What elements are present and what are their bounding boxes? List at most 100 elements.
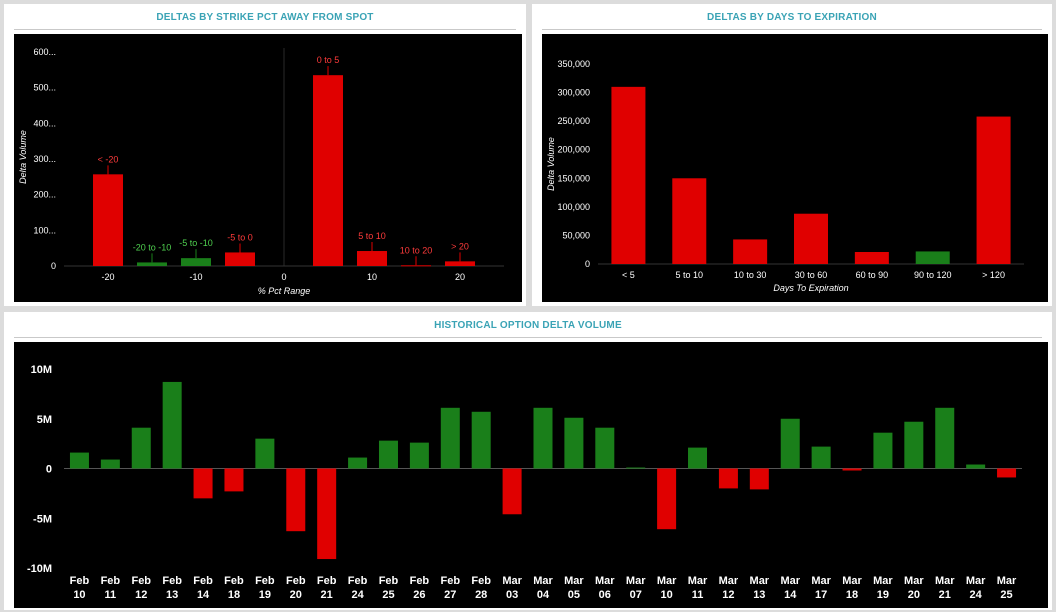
bar bbox=[873, 432, 893, 469]
bar bbox=[564, 417, 584, 469]
y-tick-label: 350,000 bbox=[557, 59, 590, 69]
x-tick-label-day: 03 bbox=[506, 589, 518, 601]
x-tick-label-month: Feb bbox=[70, 575, 90, 587]
bar bbox=[100, 459, 120, 469]
x-tick-label-month: Feb bbox=[471, 575, 491, 587]
expiry-chart-area: 0 50,000 100,000 150,000 200,000 250,000 300,0… bbox=[542, 34, 1048, 302]
y-tick-label: 150,000 bbox=[557, 173, 590, 183]
x-tick-label-month: Feb bbox=[348, 575, 368, 587]
bar bbox=[915, 251, 950, 264]
bar bbox=[93, 174, 123, 266]
bar bbox=[672, 178, 707, 264]
data-label: 0 to 5 bbox=[317, 55, 340, 65]
x-tick-label-month: Mar bbox=[966, 575, 986, 587]
bar bbox=[162, 381, 182, 469]
y-tick-label: -5M bbox=[33, 513, 52, 525]
x-tick-label-month: Mar bbox=[657, 575, 677, 587]
bar bbox=[854, 252, 889, 264]
bar bbox=[718, 468, 738, 489]
x-tick-label-month: Mar bbox=[502, 575, 522, 587]
bar bbox=[733, 239, 768, 264]
x-tick-label-month: Feb bbox=[224, 575, 244, 587]
x-tick-label-day: 13 bbox=[166, 589, 178, 601]
expiry-chart-title: DELTAS BY DAYS TO EXPIRATION bbox=[707, 12, 877, 23]
x-tick-label-month: Mar bbox=[935, 575, 955, 587]
x-tick-label: 60 to 90 bbox=[856, 270, 889, 280]
y-tick-label: 400... bbox=[33, 118, 56, 128]
bar bbox=[471, 411, 491, 469]
bar bbox=[445, 261, 475, 266]
y-axis-label: Delta Volume bbox=[546, 137, 556, 191]
x-tick-label-day: 18 bbox=[228, 589, 240, 601]
x-tick-label-day: 12 bbox=[722, 589, 734, 601]
bar bbox=[904, 421, 924, 469]
bar bbox=[688, 447, 708, 469]
x-tick-label-day: 10 bbox=[73, 589, 85, 601]
x-tick-label-day: 27 bbox=[444, 589, 456, 601]
y-tick-label: 100,000 bbox=[557, 202, 590, 212]
x-axis-label: % Pct Range bbox=[258, 286, 311, 296]
bar bbox=[966, 464, 986, 469]
strike-chart-title: DELTAS BY STRIKE PCT AWAY FROM SPOT bbox=[156, 12, 374, 23]
x-tick-label-month: Mar bbox=[719, 575, 739, 587]
y-tick-label: 300,000 bbox=[557, 88, 590, 98]
bar bbox=[626, 467, 646, 469]
x-tick-label-month: Feb bbox=[286, 575, 306, 587]
x-tick-label: -20 bbox=[101, 272, 114, 282]
x-tick-label-month: Feb bbox=[317, 575, 337, 587]
bar bbox=[224, 468, 244, 492]
bar bbox=[533, 407, 553, 469]
strike-title-divider bbox=[14, 29, 516, 30]
x-tick-label-month: Mar bbox=[750, 575, 770, 587]
data-label: -5 to 0 bbox=[227, 232, 253, 242]
x-tick-label: 30 to 60 bbox=[795, 270, 828, 280]
bar bbox=[401, 265, 431, 267]
bar bbox=[749, 468, 769, 490]
x-tick-label-month: Feb bbox=[410, 575, 430, 587]
x-tick-label-day: 19 bbox=[877, 589, 889, 601]
bar bbox=[317, 468, 337, 560]
x-tick-label-day: 19 bbox=[259, 589, 271, 601]
y-tick-label: 5M bbox=[37, 414, 52, 426]
x-tick-label-day: 07 bbox=[630, 589, 642, 601]
bar bbox=[611, 86, 646, 264]
bar bbox=[69, 452, 89, 469]
x-tick-label: 10 bbox=[367, 272, 377, 282]
y-tick-label: 0 bbox=[51, 261, 56, 271]
x-tick-label-day: 25 bbox=[1000, 589, 1012, 601]
y-tick-label: 50,000 bbox=[562, 230, 590, 240]
x-tick-label-day: 25 bbox=[382, 589, 394, 601]
history-chart-title: HISTORICAL OPTION DELTA VOLUME bbox=[434, 320, 622, 331]
x-tick-label-month: Feb bbox=[441, 575, 461, 587]
data-label: 10 to 20 bbox=[400, 245, 433, 255]
x-tick-label-month: Feb bbox=[162, 575, 182, 587]
y-tick-label: 0 bbox=[46, 464, 52, 476]
x-tick-label-day: 26 bbox=[413, 589, 425, 601]
y-tick-label: 250,000 bbox=[557, 116, 590, 126]
x-tick-label-month: Mar bbox=[811, 575, 831, 587]
bar bbox=[378, 440, 398, 469]
x-axis-label: Days To Expiration bbox=[773, 283, 848, 293]
expiry-panel: DELTAS BY DAYS TO EXPIRATION 0 50,000 100,… bbox=[532, 4, 1052, 306]
x-tick-label: 0 bbox=[281, 272, 286, 282]
bar bbox=[409, 442, 429, 469]
x-tick-label-month: Mar bbox=[873, 575, 893, 587]
x-tick-label-month: Feb bbox=[379, 575, 399, 587]
y-tick-label: 10M bbox=[31, 364, 52, 376]
strike-panel: DELTAS BY STRIKE PCT AWAY FROM SPOT 0 10 0… bbox=[4, 4, 526, 306]
data-label: 5 to 10 bbox=[358, 231, 386, 241]
bar bbox=[440, 407, 460, 469]
x-tick-label-month: Mar bbox=[997, 575, 1017, 587]
x-tick-label-day: 14 bbox=[784, 589, 797, 601]
bar bbox=[137, 262, 167, 266]
y-tick-label: -10M bbox=[27, 563, 52, 575]
y-tick-label: 600... bbox=[33, 47, 56, 57]
x-tick-label-month: Feb bbox=[131, 575, 151, 587]
x-tick-label-month: Mar bbox=[595, 575, 615, 587]
x-tick-label-month: Mar bbox=[780, 575, 800, 587]
x-tick-label-day: 24 bbox=[970, 589, 983, 601]
history-panel: HISTORICAL OPTION DELTA VOLUME -10M -5M 0 5… bbox=[4, 312, 1052, 610]
x-tick-label-month: Mar bbox=[842, 575, 862, 587]
x-tick-label: < 5 bbox=[622, 270, 635, 280]
bar bbox=[780, 418, 800, 469]
